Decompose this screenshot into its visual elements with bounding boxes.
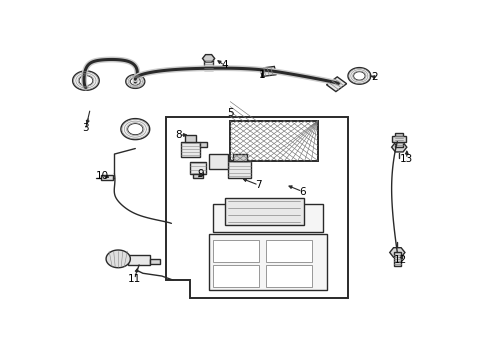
- Text: 8: 8: [175, 130, 182, 140]
- Polygon shape: [101, 175, 113, 180]
- Polygon shape: [392, 135, 406, 141]
- Polygon shape: [204, 58, 213, 69]
- Bar: [224, 198, 304, 225]
- Polygon shape: [194, 174, 202, 177]
- Text: 3: 3: [82, 123, 89, 133]
- Text: 1: 1: [259, 70, 266, 80]
- Polygon shape: [209, 154, 228, 169]
- Bar: [267, 265, 312, 287]
- Text: 7: 7: [255, 180, 262, 190]
- Polygon shape: [126, 75, 145, 89]
- Polygon shape: [190, 162, 206, 174]
- Bar: [230, 121, 318, 161]
- Bar: [267, 240, 312, 262]
- Polygon shape: [128, 255, 150, 265]
- Bar: [213, 240, 259, 262]
- Polygon shape: [130, 78, 140, 85]
- Polygon shape: [79, 76, 93, 86]
- Polygon shape: [392, 142, 407, 152]
- Polygon shape: [166, 117, 348, 298]
- Text: 5: 5: [227, 108, 234, 118]
- Bar: [209, 234, 327, 290]
- Polygon shape: [106, 250, 130, 268]
- Polygon shape: [326, 77, 346, 91]
- Bar: [213, 265, 259, 287]
- Polygon shape: [200, 141, 207, 147]
- Text: 12: 12: [394, 255, 407, 265]
- Text: 11: 11: [128, 274, 141, 284]
- Text: 10: 10: [96, 171, 108, 181]
- Polygon shape: [181, 141, 200, 157]
- Text: 13: 13: [400, 154, 414, 164]
- Polygon shape: [348, 68, 371, 84]
- Text: 4: 4: [221, 60, 228, 70]
- Text: 2: 2: [371, 72, 378, 82]
- Text: 6: 6: [299, 186, 306, 197]
- Polygon shape: [228, 161, 251, 177]
- Polygon shape: [395, 133, 403, 147]
- Polygon shape: [121, 118, 150, 140]
- Text: 9: 9: [197, 169, 204, 179]
- Polygon shape: [128, 123, 143, 135]
- Polygon shape: [393, 252, 401, 266]
- Polygon shape: [390, 248, 405, 257]
- Polygon shape: [233, 154, 246, 161]
- Polygon shape: [354, 72, 365, 80]
- Polygon shape: [150, 260, 160, 264]
- Polygon shape: [73, 71, 99, 90]
- Polygon shape: [260, 67, 276, 76]
- Polygon shape: [202, 55, 215, 62]
- Polygon shape: [185, 135, 196, 141]
- Bar: [213, 204, 323, 232]
